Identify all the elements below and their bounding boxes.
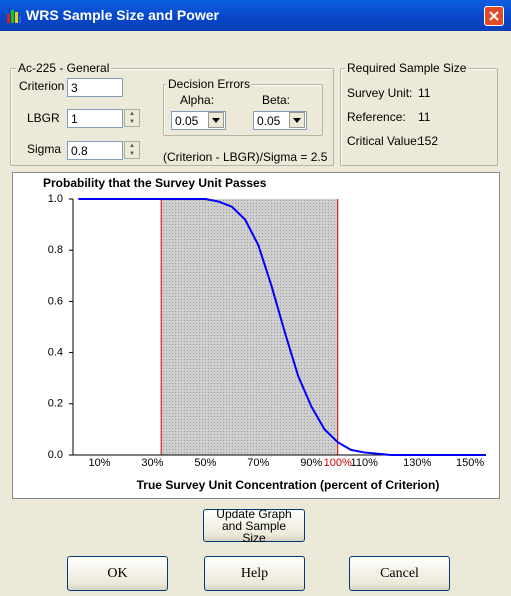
- lbgr-input[interactable]: 1: [67, 109, 123, 128]
- alpha-dropdown[interactable]: [208, 112, 224, 128]
- x-tick-label: 30%: [141, 457, 163, 469]
- chart-title: Probability that the Survey Unit Passes: [43, 176, 267, 190]
- y-tick-label: 1.0: [48, 193, 63, 205]
- general-group: [10, 68, 334, 166]
- x-tick-label: 150%: [456, 457, 484, 469]
- ok-button[interactable]: OK: [67, 556, 168, 591]
- update-button[interactable]: Update Graph and Sample Size: [203, 506, 305, 545]
- survey-unit-value: 11: [418, 86, 431, 100]
- x-axis-title: True Survey Unit Concentration (percent …: [137, 478, 440, 492]
- sigma-spinner[interactable]: ▲ ▼: [124, 141, 140, 159]
- x-tick-label: 50%: [194, 457, 216, 469]
- chart: Probability that the Survey Unit Passes …: [12, 172, 500, 499]
- x-tick-label: 100%: [324, 457, 352, 469]
- beta-label: Beta:: [262, 93, 291, 107]
- close-button[interactable]: [484, 6, 504, 26]
- critical-value-label: Critical Value:: [347, 134, 421, 148]
- help-button[interactable]: Help: [204, 556, 305, 591]
- formula: (Criterion - LBGR)/Sigma = 2.5: [163, 150, 328, 164]
- criterion-label: Criterion: [19, 79, 65, 93]
- reference-label: Reference:: [347, 110, 406, 124]
- probability-curve: [78, 198, 486, 456]
- shaded-region: [161, 199, 338, 455]
- y-tick-label: 0.0: [48, 449, 63, 461]
- y-tick-label: 0.2: [48, 398, 63, 410]
- x-tick-label: 90%: [300, 457, 322, 469]
- window-title: WRS Sample Size and Power: [26, 7, 219, 23]
- beta-dropdown[interactable]: [289, 112, 305, 128]
- x-tick-label: 10%: [88, 457, 110, 469]
- title-bar: WRS Sample Size and Power: [0, 0, 511, 31]
- group-title: Decision Errors: [166, 77, 253, 91]
- group-title: Required Sample Size: [345, 61, 469, 75]
- y-tick-label: 0.4: [48, 347, 63, 359]
- criterion-input[interactable]: 3: [67, 78, 123, 97]
- lbgr-label: LBGR: [27, 111, 60, 125]
- beta-value: 0.05: [257, 114, 281, 128]
- ok-label: OK: [107, 565, 128, 581]
- x-tick-label: 130%: [403, 457, 431, 469]
- cancel-button[interactable]: Cancel: [349, 556, 450, 591]
- alpha-value: 0.05: [175, 114, 199, 128]
- group-title: Ac-225 - General: [16, 61, 112, 75]
- cancel-label: Cancel: [380, 565, 419, 581]
- critical-value: 152: [418, 134, 439, 148]
- y-tick-label: 0.6: [48, 295, 63, 307]
- update-button-label: Update Graph and Sample Size: [216, 506, 292, 545]
- lbgr-spinner[interactable]: ▲ ▼: [124, 109, 140, 127]
- y-tick-label: 0.8: [48, 244, 63, 256]
- app-icon: [7, 10, 21, 23]
- reference-value: 11: [418, 110, 431, 124]
- sigma-label: Sigma: [27, 142, 62, 156]
- x-tick-label: 70%: [247, 457, 269, 469]
- alpha-label: Alpha:: [180, 93, 215, 107]
- help-label: Help: [240, 565, 269, 581]
- survey-unit-label: Survey Unit:: [347, 86, 413, 100]
- x-tick-label: 110%: [351, 457, 379, 469]
- sigma-input[interactable]: 0.8: [67, 141, 123, 160]
